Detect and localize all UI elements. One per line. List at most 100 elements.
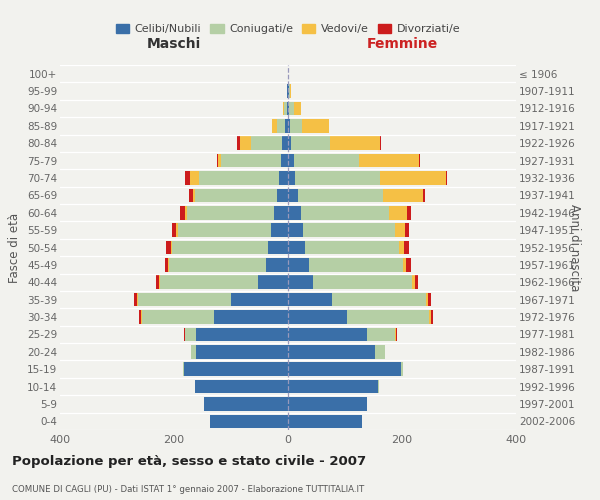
Text: Popolazione per età, sesso e stato civile - 2007: Popolazione per età, sesso e stato civil…	[12, 454, 366, 468]
Bar	[268, 240, 288, 254]
Bar	[138, 293, 231, 306]
Bar	[196, 328, 288, 341]
Bar	[304, 224, 395, 237]
Bar	[288, 328, 367, 341]
Bar	[182, 362, 184, 376]
Bar	[217, 154, 218, 168]
Bar	[185, 328, 196, 341]
Bar	[287, 102, 288, 115]
Bar	[191, 345, 196, 358]
Bar	[396, 328, 397, 341]
Bar	[291, 136, 329, 150]
Bar	[239, 136, 251, 150]
Bar	[389, 206, 407, 220]
Bar	[184, 362, 288, 376]
Bar	[288, 240, 305, 254]
Bar	[221, 154, 281, 168]
Bar	[288, 206, 301, 220]
Bar	[401, 362, 403, 376]
Bar	[395, 224, 405, 237]
Y-axis label: Fasce di età: Fasce di età	[8, 212, 22, 282]
Bar	[301, 206, 389, 220]
Bar	[289, 84, 290, 98]
Bar	[288, 380, 378, 394]
Bar	[172, 240, 268, 254]
Bar	[266, 258, 288, 272]
Bar	[288, 171, 295, 185]
Bar	[406, 258, 410, 272]
Bar	[288, 310, 347, 324]
Bar	[290, 84, 291, 98]
Bar	[288, 154, 294, 168]
Bar	[211, 414, 288, 428]
Bar	[193, 188, 195, 202]
Bar	[274, 206, 288, 220]
Bar	[272, 119, 277, 132]
Bar	[412, 276, 415, 289]
Bar	[281, 154, 288, 168]
Bar	[280, 171, 288, 185]
Bar	[176, 224, 178, 237]
Bar	[160, 276, 259, 289]
Bar	[288, 102, 289, 115]
Bar	[375, 345, 385, 358]
Bar	[283, 136, 288, 150]
Bar	[214, 310, 288, 324]
Bar	[380, 136, 381, 150]
Bar	[156, 276, 158, 289]
Bar	[426, 293, 428, 306]
Bar	[288, 397, 367, 410]
Text: COMUNE DI CAGLI (PU) - Dati ISTAT 1° gennaio 2007 - Elaborazione TUTTITALIA.IT: COMUNE DI CAGLI (PU) - Dati ISTAT 1° gen…	[12, 485, 364, 494]
Bar	[184, 328, 185, 341]
Bar	[137, 293, 138, 306]
Bar	[199, 171, 280, 185]
Bar	[289, 102, 294, 115]
Bar	[383, 188, 422, 202]
Bar	[195, 188, 277, 202]
Bar	[295, 171, 380, 185]
Bar	[169, 258, 266, 272]
Bar	[288, 224, 304, 237]
Bar	[185, 206, 187, 220]
Bar	[308, 258, 403, 272]
Bar	[288, 362, 401, 376]
Bar	[378, 380, 379, 394]
Bar	[288, 345, 375, 358]
Bar	[288, 119, 290, 132]
Bar	[180, 206, 185, 220]
Bar	[405, 224, 409, 237]
Bar	[166, 258, 168, 272]
Bar	[415, 276, 418, 289]
Bar	[189, 188, 193, 202]
Bar	[285, 119, 288, 132]
Bar	[277, 119, 285, 132]
Bar	[142, 310, 214, 324]
Bar	[380, 171, 446, 185]
Text: Femmine: Femmine	[367, 37, 437, 51]
Bar	[168, 258, 169, 272]
Bar	[166, 240, 170, 254]
Bar	[313, 276, 412, 289]
Bar	[329, 136, 380, 150]
Bar	[141, 310, 142, 324]
Bar	[251, 136, 283, 150]
Bar	[187, 206, 274, 220]
Bar	[178, 224, 271, 237]
Bar	[294, 154, 359, 168]
Bar	[404, 240, 409, 254]
Bar	[195, 380, 288, 394]
Bar	[359, 154, 419, 168]
Bar	[218, 154, 221, 168]
Bar	[190, 171, 199, 185]
Bar	[332, 293, 426, 306]
Bar	[134, 293, 137, 306]
Bar	[302, 119, 329, 132]
Bar	[367, 328, 395, 341]
Bar	[288, 188, 298, 202]
Bar	[407, 206, 411, 220]
Bar	[422, 188, 425, 202]
Bar	[277, 188, 288, 202]
Bar	[288, 293, 332, 306]
Bar	[431, 310, 433, 324]
Bar	[259, 276, 288, 289]
